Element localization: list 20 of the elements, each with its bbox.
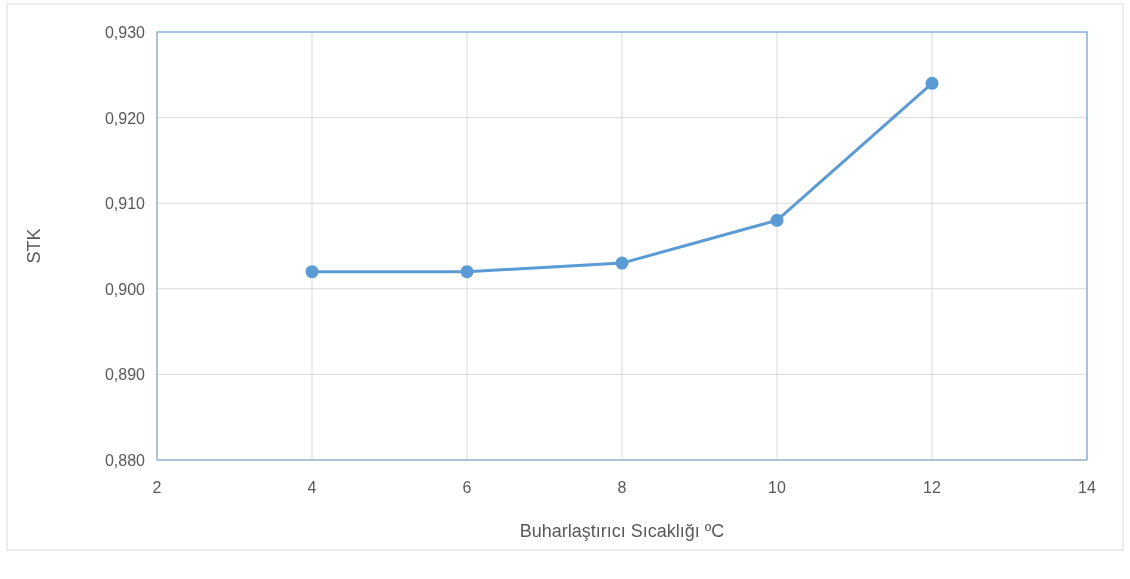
point (925, 76, 939, 90)
point (460, 265, 474, 279)
x-tick-label: 8 (617, 479, 627, 496)
x-tick-label: 10 (768, 479, 786, 496)
x-tick-label: 4 (307, 479, 317, 496)
point (615, 256, 629, 270)
y-tick-label: 0,890 (104, 366, 146, 384)
point (770, 213, 784, 227)
point (305, 265, 319, 279)
x-axis-title: Buharlaştırıcı Sıcaklığı ºC (519, 521, 725, 541)
y-axis-title: STK (24, 228, 44, 264)
y-tick-label: 0,920 (104, 109, 146, 127)
x-tick-label: 2 (152, 479, 162, 496)
y-tick-label: 0,910 (104, 195, 146, 213)
y-tick-label: 0,900 (104, 280, 146, 298)
x-tick-label: 12 (923, 479, 941, 496)
y-tick-label: 0,930 (104, 24, 146, 41)
x-tick-label: 14 (1078, 479, 1096, 496)
y-tick-label: 0,880 (104, 452, 146, 469)
x-tick-label: 6 (462, 479, 472, 496)
